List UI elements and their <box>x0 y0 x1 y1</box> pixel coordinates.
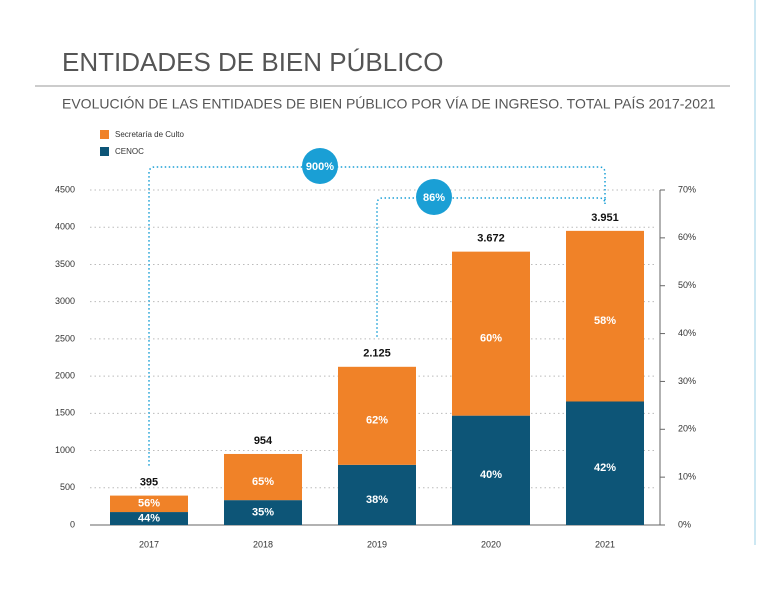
segment-label: 38% <box>366 494 388 506</box>
bar-segment <box>452 415 530 525</box>
legend-label: CENOC <box>115 147 144 156</box>
annotation-label: 86% <box>423 192 445 204</box>
x-tick-label: 2020 <box>481 539 501 549</box>
annotation-bracket <box>148 166 606 466</box>
y-tick-label: 2500 <box>55 333 75 343</box>
segment-label: 56% <box>138 498 160 510</box>
y2-tick-label: 40% <box>678 328 696 338</box>
segment-label: 58% <box>594 315 616 327</box>
total-label: 3.672 <box>477 233 505 245</box>
y2-tick-label: 0% <box>678 519 691 529</box>
y2-tick-label: 50% <box>678 280 696 290</box>
bar-segment <box>566 230 644 402</box>
y-tick-label: 500 <box>60 482 75 492</box>
legend-swatch <box>100 130 109 139</box>
total-label: 3.951 <box>591 212 619 224</box>
x-tick-label: 2019 <box>367 539 387 549</box>
y-tick-label: 2000 <box>55 370 75 380</box>
total-label: 2.125 <box>363 348 391 360</box>
bar-segment <box>338 464 416 525</box>
segment-label: 44% <box>138 512 160 524</box>
chart-subtitle: EVOLUCIÓN DE LAS ENTIDADES DE BIEN PÚBLI… <box>62 96 716 112</box>
y2-tick-label: 10% <box>678 472 696 482</box>
segment-label: 35% <box>252 506 274 518</box>
x-tick-label: 2017 <box>139 539 159 549</box>
x-tick-label: 2018 <box>253 539 273 549</box>
annotation-badge <box>302 148 338 184</box>
y-tick-label: 1500 <box>55 408 75 418</box>
y-tick-label: 1000 <box>55 445 75 455</box>
segment-label: 40% <box>480 469 502 481</box>
y2-tick-label: 70% <box>678 184 696 194</box>
annotation-label: 900% <box>306 161 334 173</box>
segment-label: 42% <box>594 462 616 474</box>
legend-swatch <box>100 147 109 156</box>
bar-segment <box>224 453 302 501</box>
y-tick-label: 0 <box>70 519 75 529</box>
segment-label: 60% <box>480 333 502 345</box>
segment-label: 65% <box>252 476 274 488</box>
bar-segment <box>110 495 188 513</box>
total-label: 395 <box>140 477 158 489</box>
total-label: 954 <box>254 435 273 447</box>
bar-segment <box>224 500 302 525</box>
chart-title: ENTIDADES DE BIEN PÚBLICO <box>62 47 443 77</box>
y2-tick-label: 60% <box>678 232 696 242</box>
y-tick-label: 4000 <box>55 222 75 232</box>
legend-label: Secretaría de Culto <box>115 130 184 139</box>
y-tick-label: 3500 <box>55 259 75 269</box>
y2-tick-label: 30% <box>678 376 696 386</box>
bar-segment <box>566 401 644 525</box>
y2-tick-label: 20% <box>678 424 696 434</box>
bar-segment <box>110 512 188 525</box>
annotation-badge <box>416 179 452 215</box>
bar-segment <box>452 251 530 416</box>
bar-segment <box>338 366 416 465</box>
segment-label: 62% <box>366 415 388 427</box>
x-tick-label: 2021 <box>595 539 615 549</box>
y-tick-label: 4500 <box>55 184 75 194</box>
y-tick-label: 3000 <box>55 296 75 306</box>
